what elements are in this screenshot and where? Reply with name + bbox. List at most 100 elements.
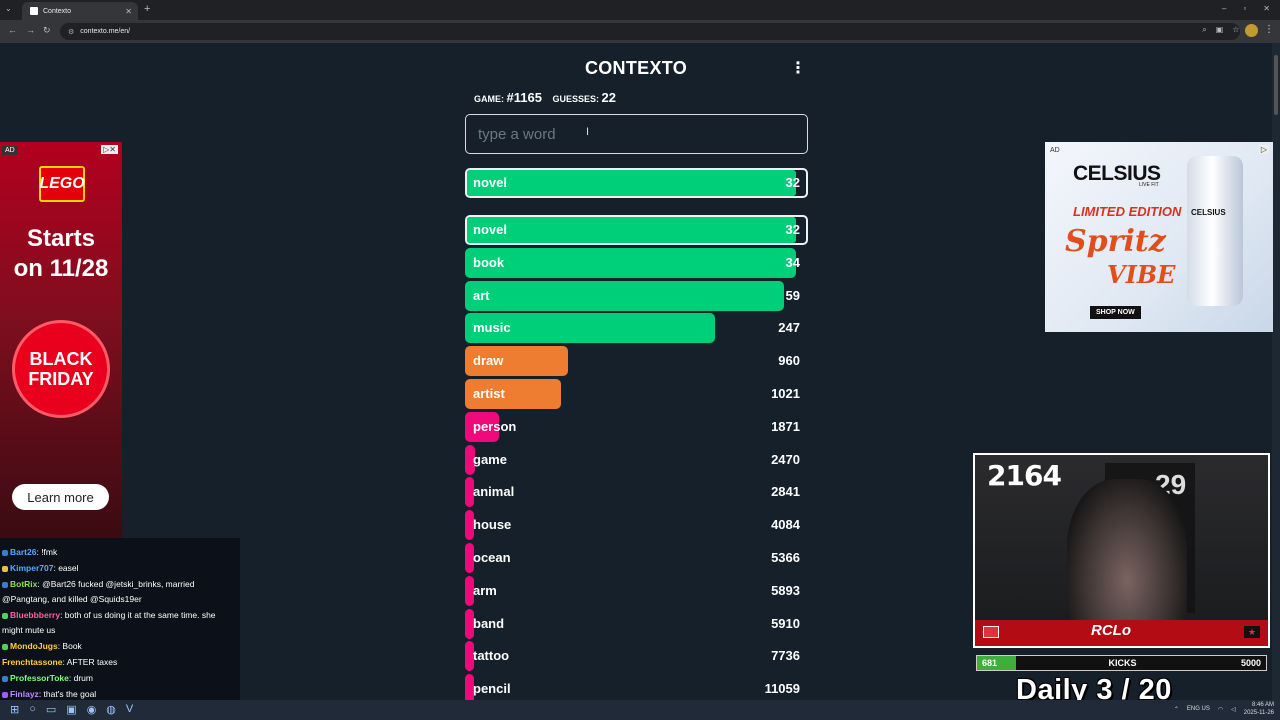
guesses-label: GUESSES: bbox=[552, 94, 599, 104]
celsius-tagline: LIVE FIT bbox=[1139, 182, 1159, 188]
overlay-badge-icon bbox=[983, 626, 999, 638]
last-guess-word: novel bbox=[473, 175, 507, 190]
taskbar-app-icon[interactable]: ○ bbox=[29, 703, 36, 715]
minimize-icon[interactable]: – bbox=[1222, 4, 1227, 13]
guess-word: band bbox=[473, 615, 505, 631]
chat-message: Bluebbberry: both of us doing it at the … bbox=[2, 608, 238, 638]
chat-text: : !fmk bbox=[36, 547, 58, 557]
browser-tabstrip: ⌄ Contexto ✕ + – ▫ ✕ bbox=[0, 0, 1280, 20]
profile-avatar[interactable] bbox=[1245, 24, 1258, 37]
guess-rank: 32 bbox=[785, 222, 800, 237]
last-guess-row: novel 32 bbox=[465, 168, 808, 198]
chat-username[interactable]: Bart26 bbox=[10, 547, 37, 557]
similarity-bar bbox=[465, 477, 474, 508]
ad-choices-icon[interactable]: ▷✕ bbox=[101, 145, 118, 154]
chat-message: MondoJugs: Book bbox=[2, 639, 238, 654]
taskbar-app-icon[interactable]: ▣ bbox=[66, 704, 77, 716]
new-tab-button[interactable]: + bbox=[144, 3, 151, 15]
system-tray: ⌃ ENG US ◠ ◁ 8:46 AM 2025-11-26 bbox=[1174, 701, 1274, 717]
overlay-logo: RCLo bbox=[1091, 622, 1131, 639]
ad-label: AD bbox=[2, 146, 18, 155]
webcam-overlay: 29 2164 RCLo ★ bbox=[973, 453, 1270, 648]
word-input[interactable] bbox=[465, 114, 808, 154]
guess-row: band 5910 bbox=[465, 608, 808, 639]
similarity-bar bbox=[465, 346, 568, 377]
wifi-icon[interactable]: ◠ bbox=[1217, 706, 1224, 713]
address-bar[interactable]: ⚙ contexto.me/en/ bbox=[60, 23, 1240, 40]
chat-message: Finlayz: that's the goal bbox=[2, 687, 238, 700]
maximize-icon[interactable]: ▫ bbox=[1243, 4, 1247, 13]
learn-more-button[interactable]: Learn more bbox=[12, 484, 109, 510]
tray-chevron-icon[interactable]: ⌃ bbox=[1173, 706, 1179, 713]
page-scrollbar[interactable] bbox=[1272, 43, 1280, 700]
guess-rank: 2841 bbox=[771, 484, 800, 500]
chat-username[interactable]: BotRix bbox=[10, 579, 38, 589]
guess-rank: 5893 bbox=[771, 582, 800, 598]
clock-date: 2025-11-26 bbox=[1243, 710, 1274, 716]
ad-choices-icon[interactable]: ▷ bbox=[1258, 145, 1269, 154]
guess-row: draw 960 bbox=[465, 346, 808, 377]
taskbar-app-icon[interactable]: ⊞ bbox=[10, 704, 20, 716]
lego-ad[interactable]: AD ▷✕ LEGO Starts on 11/28 BLACK FRIDAY … bbox=[0, 142, 122, 538]
similarity-bar bbox=[465, 641, 474, 672]
chat-badge-icon bbox=[2, 675, 8, 682]
taskbar-app-icon[interactable]: ◉ bbox=[86, 704, 97, 716]
chat-text: : @Bart26 fucked @jetski_brinks, married… bbox=[2, 579, 195, 604]
kicks-progress-fill bbox=[977, 656, 1017, 670]
guess-word: book bbox=[473, 254, 505, 270]
stream-chat: Bart26: !fmk Kimper707: easel BotRix: @Bar… bbox=[0, 538, 240, 700]
similarity-bar bbox=[465, 674, 474, 705]
guess-word: tattoo bbox=[473, 648, 510, 664]
taskbar-app-icon[interactable]: ◍ bbox=[106, 704, 116, 716]
guess-row: artist 1021 bbox=[465, 379, 808, 409]
spritz-text: Spritz bbox=[1065, 224, 1166, 259]
similarity-bar bbox=[465, 444, 476, 475]
window-close-icon[interactable]: ✕ bbox=[1263, 4, 1270, 13]
game-menu-icon[interactable]: ⋮ bbox=[790, 60, 806, 77]
taskbar-app-icon[interactable]: ▭ bbox=[45, 704, 57, 716]
guess-word: ocean bbox=[473, 550, 511, 565]
zoom-icon[interactable]: ⌕ bbox=[1202, 25, 1207, 34]
reload-icon[interactable]: ↻ bbox=[43, 25, 51, 35]
guess-word: house bbox=[473, 517, 512, 533]
forward-icon[interactable]: → bbox=[26, 25, 35, 35]
chat-username[interactable]: Bluebbberry bbox=[10, 610, 61, 620]
chat-username[interactable]: ProfessorToke bbox=[10, 673, 69, 683]
guess-word: draw bbox=[473, 353, 504, 369]
back-icon[interactable]: ← bbox=[8, 25, 17, 35]
site-info-icon[interactable]: ⚙ bbox=[68, 28, 75, 36]
vibe-text: VIBE bbox=[1107, 260, 1176, 289]
ad-headline: Starts on 11/28 bbox=[0, 224, 122, 284]
guesses-count: 22 bbox=[601, 90, 616, 105]
install-icon[interactable]: ▣ bbox=[1215, 25, 1224, 34]
celsius-can-image: CELSIUS bbox=[1187, 156, 1243, 306]
badge-line1: BLACK bbox=[29, 349, 93, 369]
bookmark-star-icon[interactable]: ☆ bbox=[1232, 25, 1240, 34]
chat-username[interactable]: Frenchtassone bbox=[2, 657, 63, 667]
chat-text: : both of us doing it at the same time. … bbox=[2, 610, 216, 635]
celsius-ad[interactable]: AD ▷ CELSIUS LIVE FIT LIMITED EDITION Sp… bbox=[1045, 142, 1273, 332]
chat-username[interactable]: Kimper707 bbox=[10, 563, 54, 573]
language-indicator[interactable]: ENG US bbox=[1186, 706, 1210, 712]
overlay-banner: RCLo ★ bbox=[975, 620, 1268, 646]
tab-close-icon[interactable]: ✕ bbox=[125, 6, 132, 16]
scrollbar-thumb[interactable] bbox=[1274, 55, 1278, 115]
chat-username[interactable]: Finlayz bbox=[10, 689, 39, 699]
taskbar-apps: ⊞ ○ ▭ ▣ ◉ ◍ V bbox=[10, 703, 133, 716]
taskbar-app-icon[interactable]: V bbox=[125, 703, 134, 715]
tab-search-icon[interactable]: ⌄ bbox=[5, 4, 12, 13]
browser-menu-icon[interactable]: ⋮ bbox=[1264, 24, 1274, 35]
similarity-bar bbox=[465, 575, 474, 606]
chat-badge-icon bbox=[2, 612, 8, 619]
chat-username[interactable]: MondoJugs bbox=[10, 641, 58, 651]
clock[interactable]: 8:46 AM 2025-11-26 bbox=[1244, 701, 1274, 717]
kicks-current: 681 bbox=[982, 658, 998, 668]
contexto-favicon-icon bbox=[30, 7, 38, 15]
chat-badge-icon bbox=[2, 565, 8, 572]
shop-now-button[interactable]: SHOP NOW bbox=[1090, 306, 1141, 319]
guess-word: person bbox=[473, 418, 517, 434]
volume-icon[interactable]: ◁ bbox=[1231, 706, 1236, 713]
overlay-star-icon: ★ bbox=[1244, 626, 1260, 638]
tab-contexto[interactable]: Contexto ✕ bbox=[22, 2, 138, 20]
window-controls: – ▫ ✕ bbox=[1222, 4, 1270, 13]
